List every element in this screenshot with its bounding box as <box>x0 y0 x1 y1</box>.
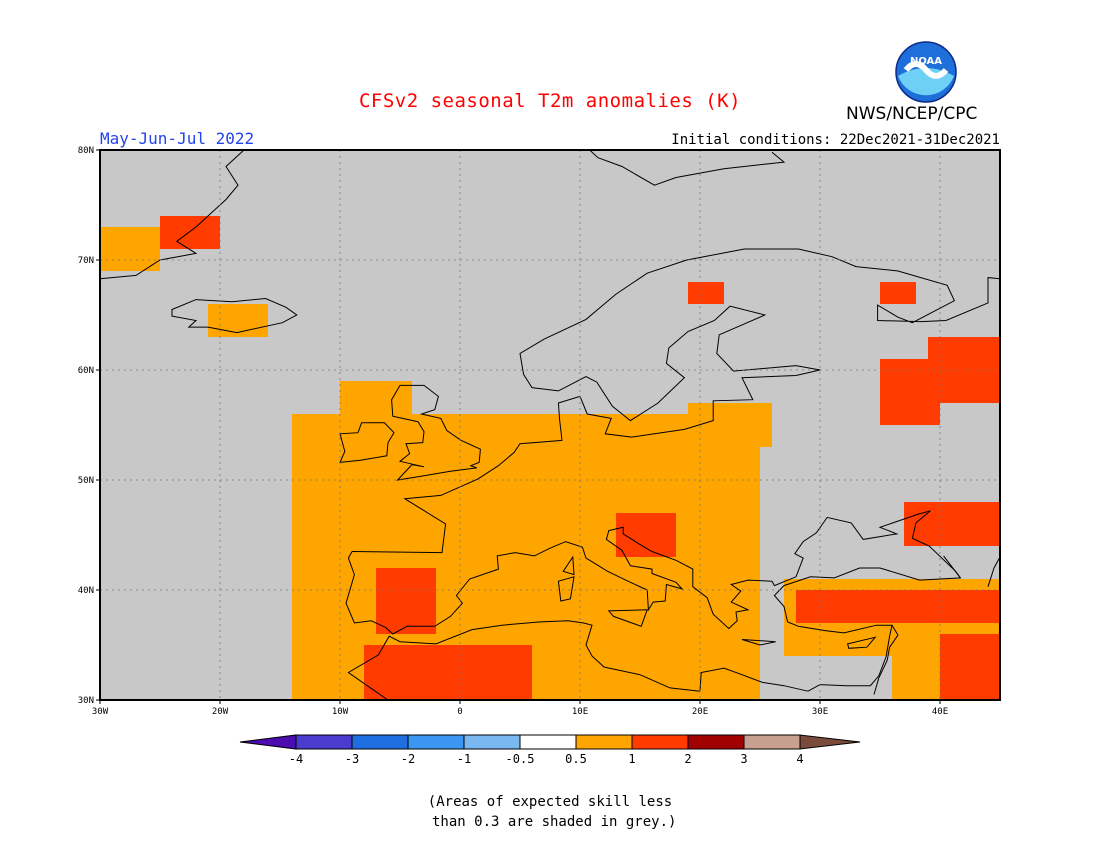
gridlines <box>100 150 1000 700</box>
anomaly-region <box>940 634 1000 700</box>
lon-tick-label: 40E <box>932 707 948 717</box>
coastlines <box>99 149 1001 701</box>
anomaly-region <box>688 403 772 447</box>
lon-tick-label: 10E <box>572 707 588 717</box>
anomaly-region <box>904 502 1000 546</box>
svg-text:NOAA: NOAA <box>910 56 942 67</box>
anomaly-region <box>796 590 1000 623</box>
lon-tick-label: 30W <box>92 707 109 717</box>
colorbar-label: -1 <box>457 752 471 766</box>
lat-tick-label: 70N <box>78 256 94 266</box>
anomaly-region <box>616 513 676 557</box>
colorbar-segment <box>295 734 353 750</box>
anomaly-region <box>100 227 160 271</box>
anomaly-region <box>364 645 532 700</box>
coastline <box>846 636 877 649</box>
coastline <box>351 248 1001 554</box>
coastline <box>699 667 809 692</box>
colorbar-segment <box>407 734 465 750</box>
lat-tick-label: 30N <box>78 696 94 706</box>
colorbar-label: 3 <box>740 752 747 766</box>
coastline <box>347 620 701 701</box>
lon-tick-label: 0 <box>457 707 462 717</box>
colorbar-arrow-low <box>239 734 297 750</box>
coastline <box>589 149 786 186</box>
organization-label: NWS/NCEP/CPC <box>846 104 978 124</box>
colorbar-segment <box>351 734 409 750</box>
coastline <box>339 422 395 463</box>
coastline <box>607 609 648 627</box>
anomaly-region <box>376 568 436 634</box>
colorbar-label: -0.5 <box>506 752 535 766</box>
colorbar-label: -3 <box>345 752 359 766</box>
colorbar-label: 1 <box>628 752 635 766</box>
lat-tick-label: 40N <box>78 586 94 596</box>
skill-note-line-1: (Areas of expected skill less <box>427 794 673 810</box>
colorbar-segment <box>743 734 801 750</box>
coastline <box>345 510 962 692</box>
colorbar-arrow-high <box>799 734 861 750</box>
lat-tick-label: 80N <box>78 146 94 156</box>
coastline <box>99 149 245 280</box>
colorbar-label: 2 <box>684 752 691 766</box>
coastline <box>171 297 298 334</box>
coastline <box>873 624 899 695</box>
anomaly-region <box>208 304 268 337</box>
anomaly-region <box>340 381 412 414</box>
lat-tick-label: 60N <box>78 366 94 376</box>
colorbar-segment <box>631 734 689 750</box>
lat-tick-label: 50N <box>78 476 94 486</box>
skill-note: (Areas of expected skill less than 0.3 a… <box>0 792 1100 832</box>
initial-conditions: Initial conditions: 22Dec2021-31Dec2021 <box>671 132 1000 148</box>
colorbar-label: 0.5 <box>565 752 587 766</box>
anomaly-region <box>160 216 220 249</box>
colorbar-segment <box>519 734 577 750</box>
colorbar-label: -2 <box>401 752 415 766</box>
noaa-logo: NOAA <box>895 41 957 103</box>
lon-tick-label: 10W <box>332 707 349 717</box>
anomaly-region <box>880 282 916 304</box>
forecast-period: May-Jun-Jul 2022 <box>100 129 255 148</box>
map-content: 30W 20W 10W 0 10E 20E 30E 40E 30N 40N 50N 60N 70N 80N <box>78 146 1001 717</box>
map-title: CFSv2 seasonal T2m anomalies (K) <box>358 90 742 112</box>
map-frame <box>99 149 1001 701</box>
skill-note-line-2: than 0.3 are shaded in grey.) <box>423 814 677 830</box>
lon-tick-label: 20E <box>692 707 708 717</box>
lon-tick-label: 20W <box>212 707 229 717</box>
colorbar-label: 4 <box>796 752 803 766</box>
coastline <box>557 576 575 602</box>
colorbar-label: -4 <box>289 752 303 766</box>
lon-tick-label: 30E <box>812 707 828 717</box>
coastline <box>562 555 575 576</box>
colorbar-segment <box>687 734 745 750</box>
colorbar-segment <box>463 734 521 750</box>
colorbar: -4 -3 -2 -1 -0.5 0.5 1 2 3 4 <box>239 734 861 766</box>
colorbar-segment <box>575 734 633 750</box>
coastline <box>987 556 1001 587</box>
coastline <box>943 555 961 579</box>
anomaly-map: 30W 20W 10W 0 10E 20E 30E 40E 30N 40N 50N 60N 70N 80N… <box>78 146 1001 766</box>
anomaly-region <box>688 282 724 304</box>
coastline <box>741 639 776 646</box>
coastline <box>391 384 481 481</box>
